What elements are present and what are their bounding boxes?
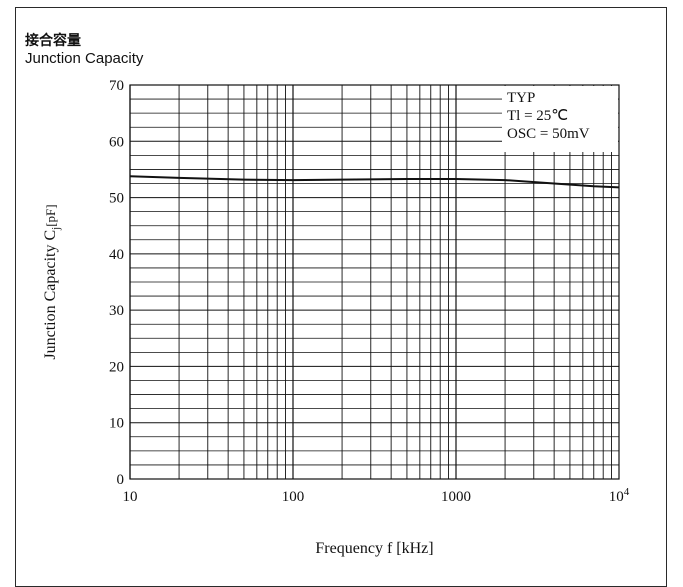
x-tick-labels: 10 100 1000 104	[123, 486, 630, 505]
legend: TYP Tl = 25℃ OSC = 50mV	[507, 90, 590, 142]
y-axis-label: Junction Capacity Cj[pF]	[42, 204, 62, 359]
x-axis-label: Frequency f [kHz]	[315, 540, 433, 557]
grid	[129, 84, 620, 480]
y-tick-label: 20	[109, 359, 124, 375]
chart-title-japanese: 接合容量	[25, 33, 81, 49]
y-axis-label-subscript: j	[50, 227, 62, 231]
y-tick-label: 60	[109, 134, 124, 150]
y-axis-label-unit: [pF]	[43, 204, 58, 226]
legend-entry: OSC = 50mV	[507, 126, 590, 142]
legend-entry: Tl = 25℃	[507, 108, 568, 124]
y-tick-label: 40	[109, 247, 124, 263]
y-tick-labels: 0 10 20 30 40 50 60 70	[109, 78, 124, 488]
x-tick-label: 10	[123, 489, 138, 505]
y-tick-label: 30	[109, 303, 124, 319]
y-tick-label: 50	[109, 191, 124, 207]
x-tick-label-base: 10	[609, 489, 624, 505]
series-line	[129, 175, 620, 189]
chart-title: Junction Capacity	[25, 50, 144, 67]
x-tick-label: 1000	[441, 489, 471, 505]
legend-entry: TYP	[507, 90, 535, 106]
plot-border	[129, 84, 620, 480]
legend-box	[502, 86, 618, 152]
y-tick-label: 70	[109, 78, 124, 94]
x-tick-label: 100	[282, 489, 305, 505]
y-tick-label: 0	[117, 472, 125, 488]
x-tick-label-exponent: 4	[624, 486, 630, 498]
y-axis-label-main: Junction Capacity C	[42, 230, 59, 360]
x-tick-label: 104	[609, 486, 630, 505]
y-tick-label: 10	[109, 416, 124, 432]
